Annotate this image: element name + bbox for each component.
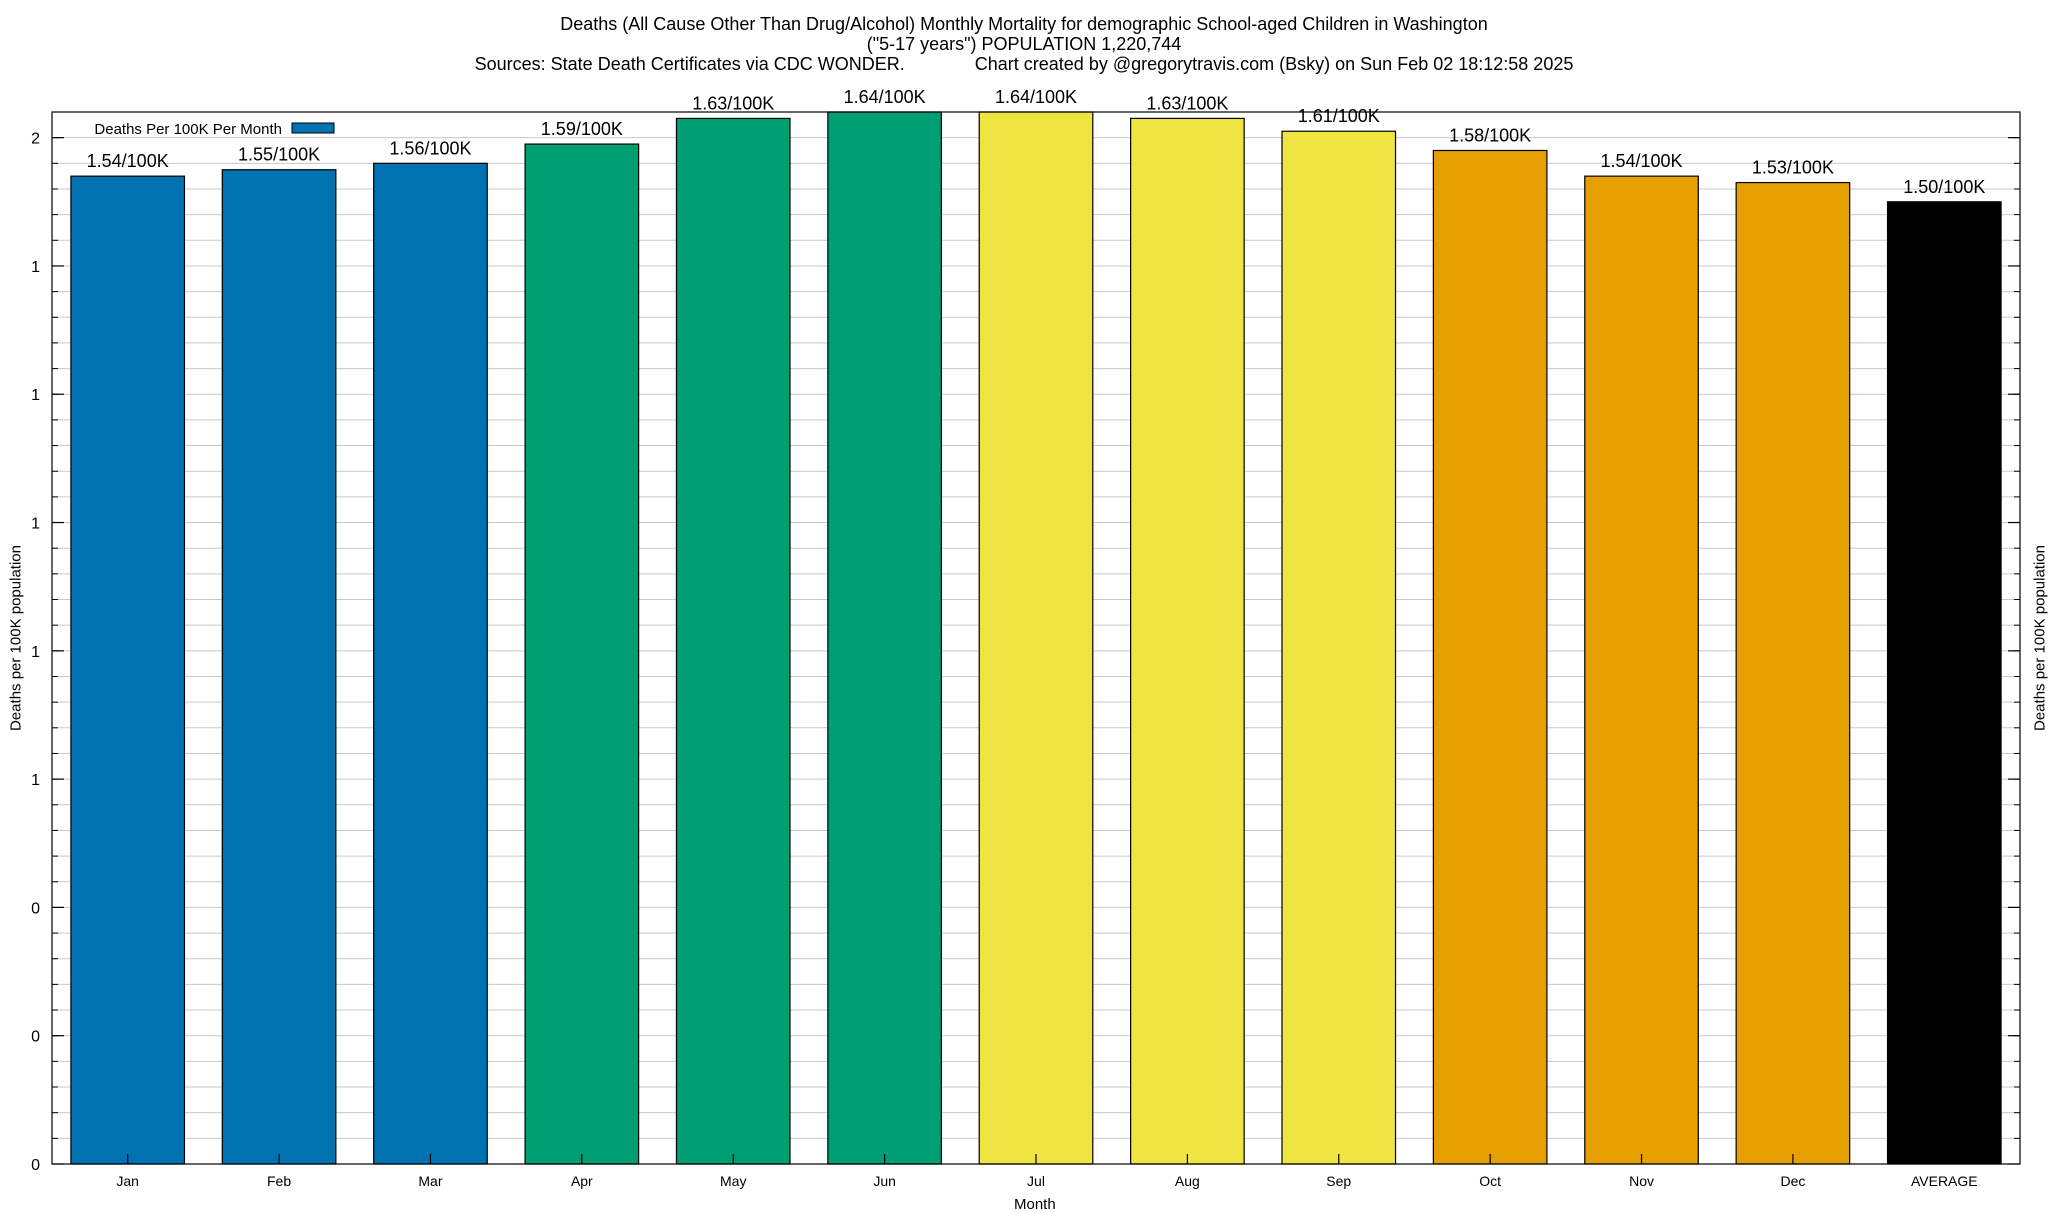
- y-tick-label: 0: [31, 1157, 40, 1174]
- bar-jun: [828, 112, 942, 1164]
- legend-swatch: [292, 123, 334, 133]
- y2-axis-label: Deaths per 100K population: [2032, 545, 2048, 731]
- y-tick-label: 1: [31, 772, 40, 789]
- bar-average: [1888, 202, 2002, 1164]
- data-label: 1.64/100K: [995, 87, 1077, 107]
- bar-oct: [1433, 150, 1547, 1164]
- bar-layer: [71, 112, 2001, 1164]
- bar-sep: [1282, 131, 1396, 1164]
- x-tick-label: Feb: [267, 1173, 291, 1189]
- x-tick-label: AVERAGE: [1911, 1173, 1978, 1189]
- data-label: 1.58/100K: [1449, 125, 1531, 145]
- bar-jul: [979, 112, 1093, 1164]
- bar-nov: [1585, 176, 1699, 1164]
- y-tick-label: 0: [31, 900, 40, 917]
- x-tick-label: Jan: [116, 1173, 139, 1189]
- bar-apr: [525, 144, 639, 1164]
- x-tick-label: Aug: [1175, 1173, 1200, 1189]
- data-label: 1.64/100K: [844, 87, 926, 107]
- bar-feb: [222, 170, 336, 1164]
- x-tick-label: Sep: [1326, 1173, 1351, 1189]
- x-tick-label: Oct: [1479, 1173, 1501, 1189]
- data-label: 1.54/100K: [87, 151, 169, 171]
- data-label: 1.61/100K: [1298, 106, 1380, 126]
- x-tick-label: Jul: [1027, 1173, 1045, 1189]
- data-label: 1.63/100K: [1146, 93, 1228, 113]
- legend: Deaths Per 100K Per Month: [94, 121, 334, 138]
- bar-jan: [71, 176, 185, 1164]
- x-tick-label: Dec: [1780, 1173, 1805, 1189]
- x-tick-label: Jun: [873, 1173, 896, 1189]
- bar-mar: [374, 163, 488, 1164]
- x-tick-label: Nov: [1629, 1173, 1654, 1189]
- data-label: 1.55/100K: [238, 145, 320, 165]
- x-axis-label: Month: [1014, 1196, 1056, 1213]
- data-label: 1.63/100K: [692, 93, 774, 113]
- data-label: 1.53/100K: [1752, 158, 1834, 178]
- data-label: 1.50/100K: [1903, 177, 1985, 197]
- bar-aug: [1131, 118, 1245, 1164]
- y-tick-label: 0: [31, 1029, 40, 1046]
- x-tick-label: Apr: [571, 1173, 593, 1189]
- y-tick-label: 1: [31, 644, 40, 661]
- y-axis-label: Deaths per 100K population: [8, 545, 25, 731]
- x-tick-label: Mar: [418, 1173, 442, 1189]
- y-tick-label: 1: [31, 387, 40, 404]
- legend-label: Deaths Per 100K Per Month: [94, 121, 282, 138]
- data-label: 1.59/100K: [541, 119, 623, 139]
- y-tick-label: 1: [31, 259, 40, 276]
- data-label: 1.54/100K: [1600, 151, 1682, 171]
- bar-dec: [1736, 183, 1850, 1164]
- y-tick-label: 1: [31, 516, 40, 533]
- x-tick-label: May: [720, 1173, 746, 1189]
- bar-may: [676, 118, 790, 1164]
- y-tick-label: 2: [31, 131, 40, 148]
- data-label: 1.56/100K: [389, 138, 471, 158]
